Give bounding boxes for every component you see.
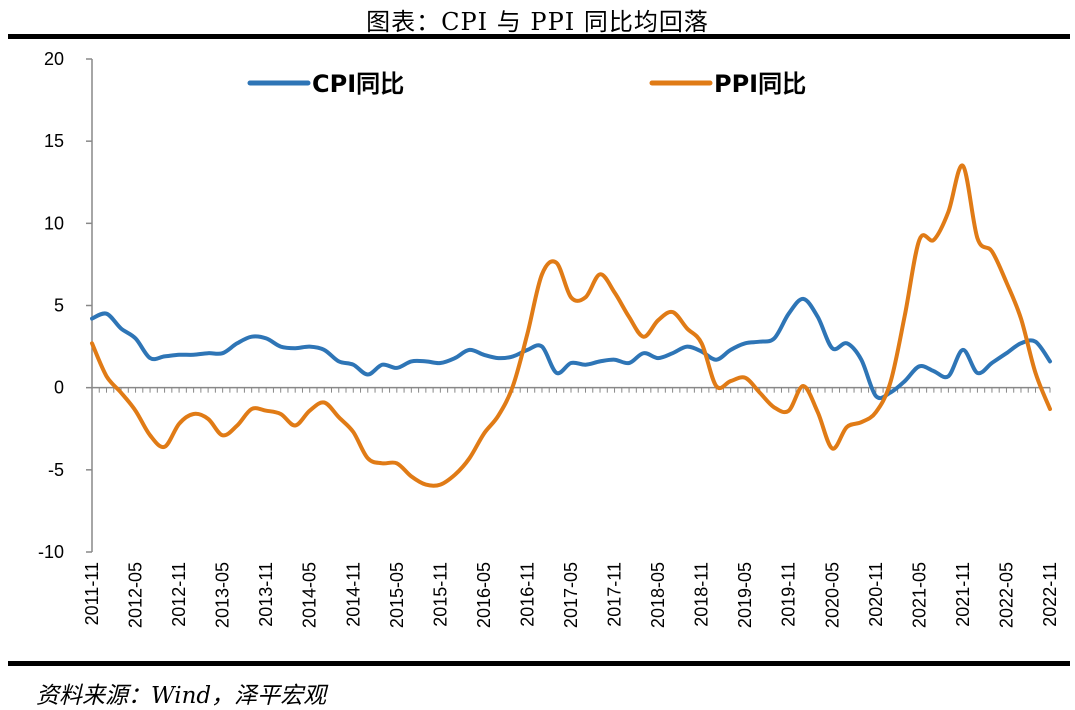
- x-tick-label: 2012-11: [169, 562, 189, 627]
- x-tick-label: 2015-11: [430, 562, 450, 627]
- series-line-cpi: [90, 296, 1052, 401]
- x-tick-label: 2021-11: [953, 562, 973, 627]
- x-tick-label: 2015-05: [387, 562, 407, 628]
- y-tick-label: 5: [54, 296, 64, 316]
- x-tick-label: 2019-11: [779, 562, 799, 627]
- chart-title: 图表：CPI 与 PPI 同比均回落: [366, 8, 709, 36]
- x-tick-label: 2022-11: [1040, 562, 1060, 627]
- x-tick-label: 2017-11: [605, 562, 625, 627]
- series-line-ppi: [90, 163, 1052, 488]
- x-tick-label: 2019-05: [735, 562, 755, 628]
- x-tick-label: 2021-05: [909, 562, 929, 628]
- x-tick-label: 2018-05: [648, 562, 668, 628]
- x-tick-label: 2011-11: [82, 562, 102, 625]
- x-tick-label: 2014-05: [300, 562, 320, 628]
- y-tick-label: 0: [54, 378, 64, 398]
- source-note: 资料来源：Wind，泽平宏观: [36, 683, 327, 709]
- y-tick-label: 20: [44, 49, 64, 69]
- bottom-divider: [8, 661, 1070, 666]
- y-tick-label: 10: [44, 213, 64, 233]
- y-tick-label: -5: [48, 460, 64, 480]
- legend-label-cpi: CPI同比: [312, 70, 404, 98]
- x-tick-label: 2012-05: [126, 562, 146, 628]
- x-tick-label: 2018-11: [692, 562, 712, 627]
- legend-group: CPI同比 PPI同比: [247, 70, 806, 98]
- x-tick-label: 2013-11: [256, 562, 276, 627]
- x-tick-label: 2020-05: [822, 562, 842, 628]
- x-tick-label: 2016-05: [474, 562, 494, 628]
- x-tick-label: 2013-05: [213, 562, 233, 628]
- x-tick-label: 2016-11: [517, 562, 537, 627]
- line-chart: -10 -5 0 5 10 15 20 2011-11 2012-05 2012-11 2013-0…: [38, 49, 1060, 628]
- x-tick-label: 2022-05: [996, 562, 1016, 628]
- y-tick-label: 15: [44, 131, 64, 151]
- legend-label-ppi: PPI同比: [714, 70, 806, 98]
- y-tick-label: -10: [38, 542, 64, 562]
- x-tick-label: 2014-11: [343, 562, 363, 627]
- x-tick-label: 2017-05: [561, 562, 581, 628]
- top-divider: [8, 34, 1070, 39]
- series-group: [90, 163, 1052, 488]
- axes-group: -10 -5 0 5 10 15 20 2011-11 2012-05 2012-11 2013-0…: [38, 49, 1060, 628]
- x-tick-label: 2020-11: [866, 562, 886, 627]
